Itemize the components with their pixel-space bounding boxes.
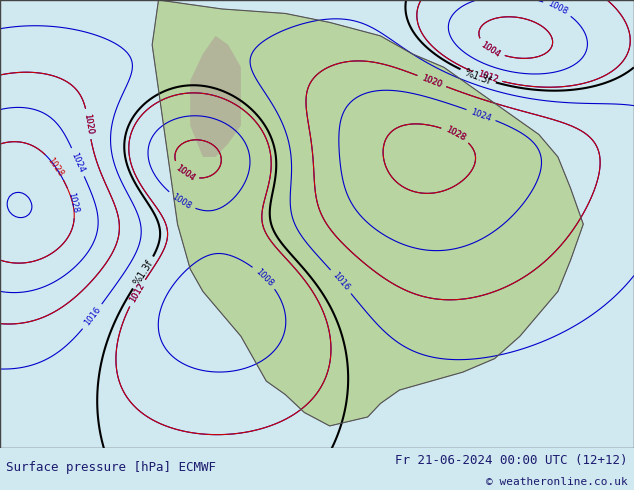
Text: %1.3f: %1.3f — [132, 258, 155, 287]
Text: Fr 21-06-2024 00:00 UTC (12+12): Fr 21-06-2024 00:00 UTC (12+12) — [395, 454, 628, 467]
Text: © weatheronline.co.uk: © weatheronline.co.uk — [486, 477, 628, 487]
Text: 1012: 1012 — [128, 282, 146, 304]
Text: 1008: 1008 — [546, 0, 569, 17]
Text: 1012: 1012 — [476, 70, 499, 85]
Text: 1016: 1016 — [82, 305, 103, 328]
Text: %1.3f: %1.3f — [463, 67, 493, 86]
Text: 1024: 1024 — [70, 151, 86, 173]
Polygon shape — [152, 0, 583, 426]
Text: 1020: 1020 — [82, 113, 94, 135]
Text: 1020: 1020 — [420, 73, 443, 89]
Text: 1024: 1024 — [470, 107, 493, 123]
Text: 1004: 1004 — [479, 40, 502, 59]
Text: 1020: 1020 — [82, 113, 94, 135]
Text: 1004: 1004 — [174, 163, 196, 183]
Text: 1028: 1028 — [46, 155, 65, 178]
Text: 1028: 1028 — [444, 125, 467, 143]
Text: 1012: 1012 — [128, 282, 146, 304]
Text: 1004: 1004 — [479, 40, 502, 59]
Text: 1008: 1008 — [254, 267, 275, 288]
Polygon shape — [190, 36, 241, 157]
Text: 1020: 1020 — [420, 73, 443, 89]
Text: 1028: 1028 — [66, 192, 79, 214]
Text: 1028: 1028 — [444, 125, 467, 143]
Text: 1016: 1016 — [330, 271, 351, 293]
Text: 1004: 1004 — [174, 163, 196, 183]
Text: Surface pressure [hPa] ECMWF: Surface pressure [hPa] ECMWF — [6, 461, 216, 474]
Text: 1012: 1012 — [476, 70, 499, 85]
Text: 1008: 1008 — [171, 192, 193, 211]
